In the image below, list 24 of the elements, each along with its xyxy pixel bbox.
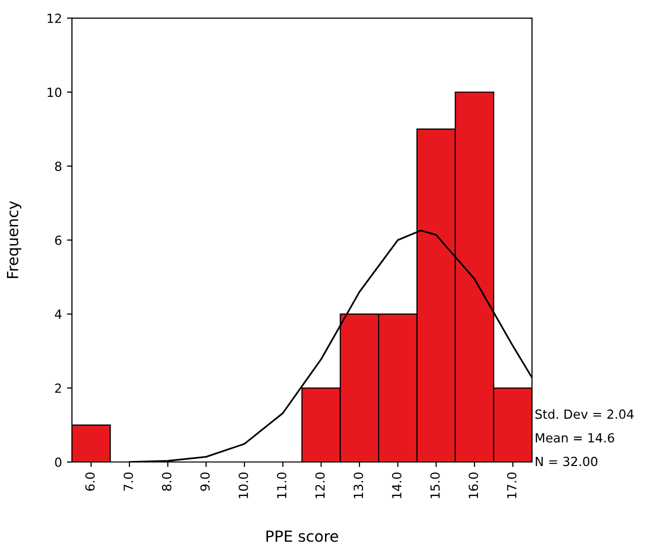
text: Mean = 14.6 bbox=[536, 433, 614, 443]
y-tick-label: 12 bbox=[48, 14, 61, 23]
x-tick-label: 17.0 bbox=[507, 472, 516, 498]
y-axis-title: Frequency bbox=[6, 201, 22, 278]
y-tick-label: 6 bbox=[55, 236, 62, 245]
x-tick-label: 15.0 bbox=[430, 472, 440, 498]
x-tick-label: 6.0 bbox=[85, 472, 95, 491]
x-tick-label: 7.0 bbox=[124, 472, 134, 491]
text: N = 32.00 bbox=[536, 456, 598, 466]
x-axis-title: PPE score bbox=[266, 530, 338, 542]
y-tick-label: 0 bbox=[55, 457, 62, 467]
y-tick-label: 8 bbox=[55, 162, 62, 172]
x-tick-label: 14.0 bbox=[392, 472, 402, 498]
x-tick-label: 12.0 bbox=[315, 472, 325, 498]
x-tick-label: 8.0 bbox=[162, 472, 172, 491]
x-tick-label: 9.0 bbox=[200, 472, 210, 491]
x-tick-label: 13.0 bbox=[354, 472, 364, 498]
y-tick-label: 4 bbox=[54, 310, 62, 319]
x-tick-label: 11.0 bbox=[276, 472, 286, 498]
text: Std. Dev = 2.04 bbox=[535, 409, 634, 419]
x-tick-label: 16.0 bbox=[468, 472, 478, 498]
y-tick-label: 2 bbox=[55, 383, 61, 393]
y-tick-label: 10 bbox=[48, 88, 62, 98]
x-tick-label: 10.0 bbox=[238, 472, 248, 498]
